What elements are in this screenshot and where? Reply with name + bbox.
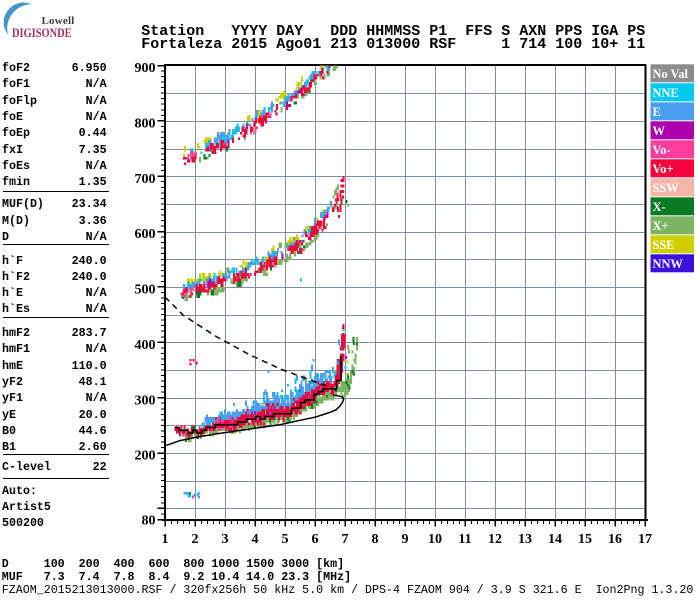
svg-text:NNE: NNE xyxy=(653,86,679,100)
svg-text:14: 14 xyxy=(548,532,562,547)
svg-text:12: 12 xyxy=(488,532,502,547)
svg-text:NNW: NNW xyxy=(653,257,684,271)
svg-text:500: 500 xyxy=(135,283,156,298)
svg-text:800: 800 xyxy=(135,116,156,131)
svg-text:E: E xyxy=(653,105,661,119)
svg-text:5: 5 xyxy=(282,532,289,547)
svg-text:6: 6 xyxy=(312,532,319,547)
svg-text:W: W xyxy=(653,124,666,138)
svg-text:600: 600 xyxy=(135,227,156,242)
svg-text:400: 400 xyxy=(135,338,156,353)
svg-text:13: 13 xyxy=(518,532,532,547)
svg-text:16: 16 xyxy=(608,532,622,547)
svg-text:15: 15 xyxy=(578,532,592,547)
svg-text:2: 2 xyxy=(192,532,199,547)
svg-text:X+: X+ xyxy=(653,219,669,233)
svg-text:1: 1 xyxy=(162,532,169,547)
svg-text:200: 200 xyxy=(135,449,156,464)
svg-text:X-: X- xyxy=(653,200,666,214)
svg-text:SSE: SSE xyxy=(653,238,675,252)
svg-text:10: 10 xyxy=(428,532,442,547)
svg-text:Vo+: Vo+ xyxy=(653,162,674,176)
svg-text:300: 300 xyxy=(135,393,156,408)
svg-text:7: 7 xyxy=(342,532,349,547)
svg-text:11: 11 xyxy=(458,532,471,547)
svg-text:3: 3 xyxy=(222,532,229,547)
svg-text:17: 17 xyxy=(638,532,652,547)
svg-text:Vo-: Vo- xyxy=(653,143,671,157)
svg-text:SSW: SSW xyxy=(653,181,680,195)
svg-text:80: 80 xyxy=(142,514,156,529)
svg-text:700: 700 xyxy=(135,172,156,187)
svg-text:9: 9 xyxy=(402,532,409,547)
svg-text:900: 900 xyxy=(135,61,156,76)
svg-text:No Val: No Val xyxy=(653,67,689,81)
svg-text:8: 8 xyxy=(372,532,379,547)
svg-text:4: 4 xyxy=(252,532,259,547)
